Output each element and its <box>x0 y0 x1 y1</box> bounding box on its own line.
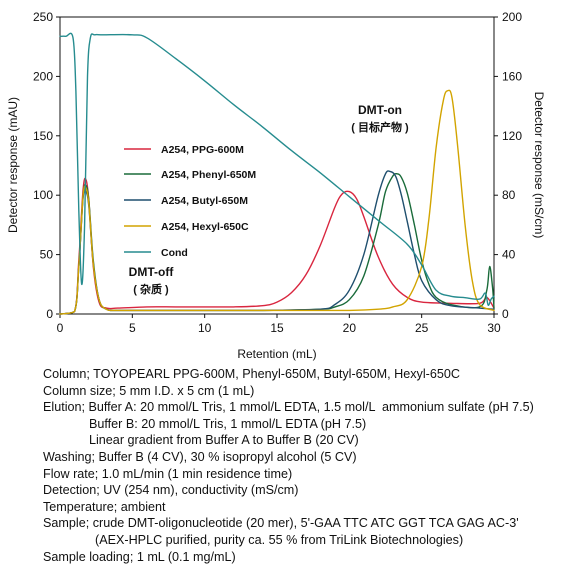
series-line-ppg <box>59 177 495 315</box>
legend-label-cond: Cond <box>161 247 188 259</box>
right-y-tick-label: 200 <box>502 10 522 24</box>
series-line-butyl <box>59 170 495 315</box>
x-axis-title: Retention (mL) <box>237 347 316 361</box>
dmt-on-label: DMT-on <box>358 103 402 117</box>
x-tick-label: 0 <box>57 321 64 335</box>
left-y-tick-label: 50 <box>40 248 54 262</box>
detection-line: Detection; UV (254 nm), conductivity (mS… <box>43 483 299 498</box>
x-tick-label: 10 <box>198 321 212 335</box>
dmt-off-label: DMT-off <box>129 265 175 279</box>
chromatogram-chart: 0 5 10 15 20 25 30 0 50 100 150 200 250 0 40 80 120 160… <box>6 10 546 361</box>
plot-frame <box>59 16 495 315</box>
dmt-off-sublabel: ( 杂质 ) <box>133 282 169 296</box>
column-size-line: Column size; 5 mm I.D. x 5 cm (1 mL) <box>43 383 255 398</box>
right-y-tick-label: 120 <box>502 129 522 143</box>
left-y-axis-title: Detector response (mAU) <box>6 97 20 233</box>
legend-label-ppg: A254, PPG-600M <box>161 144 244 156</box>
left-y-tick-label: 0 <box>46 307 53 321</box>
x-tick-label: 15 <box>270 321 284 335</box>
elution-buffer-a-line: Elution; Buffer A: 20 mmol/L Tris, 1 mmo… <box>43 400 534 415</box>
legend-label-phenyl: A254, Phenyl-650M <box>161 169 256 181</box>
right-y-tick-label: 80 <box>502 188 516 202</box>
x-tick-label: 5 <box>129 321 136 335</box>
x-axis-ticks: 0 5 10 15 20 25 30 <box>57 314 501 335</box>
x-tick-label: 25 <box>415 321 429 335</box>
gradient-line: Linear gradient from Buffer A to Buffer … <box>89 433 359 448</box>
conditions-block: Column; TOYOPEARL PPG-600M, Phenyl-650M,… <box>43 366 571 565</box>
left-y-axis-ticks: 0 50 100 150 200 250 <box>33 10 60 321</box>
legend-label-butyl: A254, Butyl-650M <box>161 195 248 207</box>
sample-note-line: (AEX-HPLC purified, purity ca. 55 % from… <box>95 532 464 547</box>
washing-line: Washing; Buffer B (4 CV), 30 % isopropyl… <box>43 449 357 464</box>
left-y-tick-label: 200 <box>33 69 53 83</box>
left-y-tick-label: 250 <box>33 10 53 24</box>
elution-buffer-b-line: Buffer B: 20 mmol/L Tris, 1 mmol/L EDTA … <box>89 416 367 431</box>
left-y-tick-label: 100 <box>33 188 53 202</box>
x-tick-label: 30 <box>487 321 501 335</box>
right-y-tick-label: 0 <box>502 307 509 321</box>
dmt-on-sublabel: ( 目标产物 ) <box>351 120 409 134</box>
series-line-hexyl <box>59 89 495 315</box>
legend-label-hexyl: A254, Hexyl-650C <box>161 221 249 233</box>
sample-loading-line: Sample loading; 1 mL (0.1 mg/mL) <box>43 549 236 564</box>
right-y-axis-ticks: 0 40 80 120 160 200 <box>494 10 522 321</box>
right-y-axis-title: Detector response (mS/cm) <box>532 92 546 239</box>
series-line-cond <box>59 32 495 306</box>
column-line: Column; TOYOPEARL PPG-600M, Phenyl-650M,… <box>43 367 460 381</box>
legend: A254, PPG-600M A254, Phenyl-650M A254, B… <box>124 144 256 259</box>
left-y-tick-label: 150 <box>33 129 53 143</box>
right-y-tick-label: 160 <box>502 69 522 83</box>
x-tick-label: 20 <box>343 321 357 335</box>
sample-line: Sample; crude DMT-oligonucleotide (20 me… <box>43 516 519 531</box>
right-y-tick-label: 40 <box>502 248 516 262</box>
flow-rate-line: Flow rate; 1.0 mL/min (1 min residence t… <box>43 466 293 481</box>
series-lines <box>59 32 495 315</box>
temperature-line: Temperature; ambient <box>43 499 166 514</box>
